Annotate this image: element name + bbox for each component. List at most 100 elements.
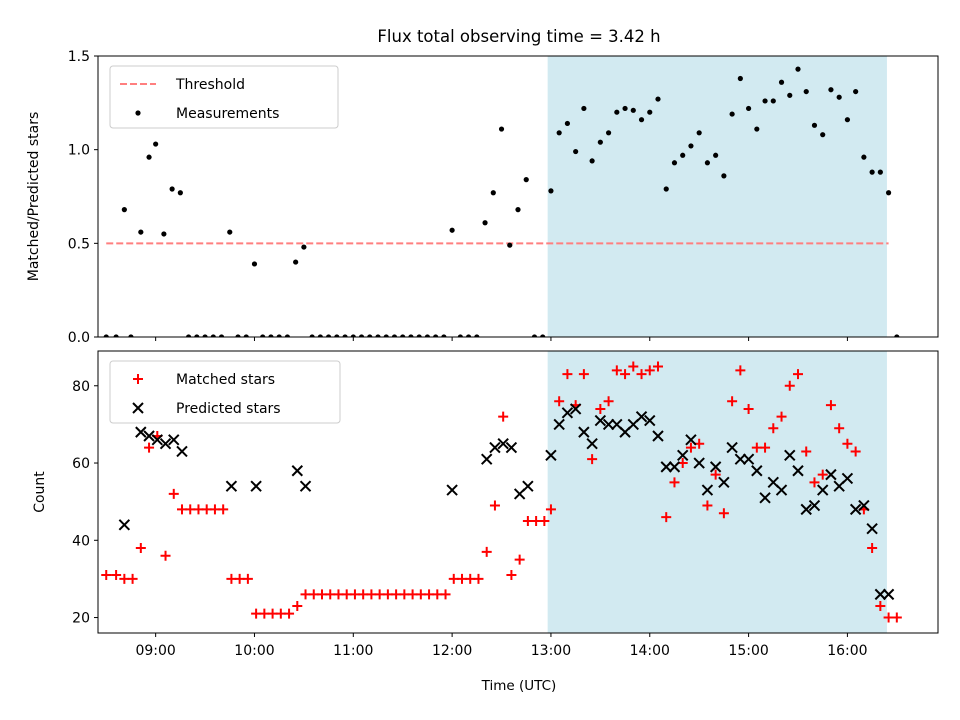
data-point [291, 465, 304, 477]
data-point [457, 334, 463, 337]
plot-area [103, 66, 900, 337]
data-point [218, 334, 225, 337]
data-point [721, 173, 727, 179]
data-point [135, 426, 147, 438]
data-point [367, 334, 373, 337]
data-point [638, 117, 645, 123]
data-point [121, 207, 127, 213]
data-point [581, 105, 587, 112]
data-point [849, 503, 862, 516]
data-point [676, 449, 689, 462]
x-tick-label: 13:00 [531, 643, 571, 659]
data-point [597, 139, 603, 145]
data-point [622, 105, 628, 112]
data-point [702, 500, 713, 511]
data-point [151, 434, 164, 446]
data-point [146, 154, 152, 160]
data-point [661, 512, 672, 523]
data-point [668, 461, 681, 473]
data-point [506, 570, 517, 581]
data-point [242, 573, 253, 584]
data-point [635, 410, 648, 423]
data-point [276, 334, 282, 337]
data-point [185, 334, 192, 337]
data-point [891, 612, 902, 623]
data-point [446, 484, 458, 496]
plot-area [101, 361, 902, 623]
data-point [628, 361, 639, 372]
data-point [480, 453, 493, 465]
data-point [594, 414, 607, 427]
data-point [885, 190, 892, 196]
data-point [729, 111, 735, 117]
x-tick-label: 10:00 [234, 643, 274, 659]
data-point [292, 600, 303, 611]
y-tick-label: 60 [72, 456, 90, 472]
data-point [531, 334, 538, 337]
data-point [718, 508, 729, 519]
data-point [127, 573, 138, 584]
data-point [441, 334, 447, 337]
data-point [489, 441, 501, 454]
legend-label: Threshold [175, 77, 245, 93]
data-point [375, 334, 381, 337]
data-point [793, 369, 803, 380]
data-point [358, 334, 365, 337]
y-tick-label: 0.5 [68, 236, 90, 252]
data-point [482, 220, 488, 226]
data-point [874, 588, 887, 601]
data-point [449, 227, 455, 233]
y-axis-label: Matched/Predicted stars [26, 112, 42, 282]
data-point [440, 589, 451, 600]
data-point [218, 504, 229, 515]
data-point [759, 492, 771, 504]
data-point [489, 500, 500, 511]
data-point [816, 484, 829, 496]
data-point [825, 468, 837, 481]
data-point [160, 550, 171, 561]
data-point [800, 503, 812, 516]
ratio-panel: 0.0 0.5 1.0 1.5 Matched/Predicted stars Thres… [26, 49, 939, 346]
data-point [350, 334, 356, 337]
data-point [250, 480, 262, 492]
y-tick-label: 40 [72, 533, 90, 549]
x-tick-label: 11:00 [333, 643, 373, 659]
data-point [842, 438, 853, 449]
legend-label: Measurements [176, 106, 279, 122]
data-point [202, 334, 208, 337]
data-point [578, 369, 589, 380]
data-point [143, 430, 155, 442]
series-matched-stars [101, 361, 902, 623]
legend-box [109, 65, 339, 129]
data-point [498, 411, 509, 422]
data-point [111, 570, 122, 581]
data-point [834, 423, 845, 434]
legend: Threshold Measurements [109, 65, 339, 129]
data-point [118, 519, 131, 531]
data-point [663, 186, 669, 192]
data-point [587, 454, 598, 465]
data-point [696, 130, 702, 136]
data-point [808, 499, 821, 512]
data-point [408, 334, 414, 337]
data-point [138, 229, 144, 235]
data-point [161, 231, 167, 237]
data-point [828, 87, 834, 93]
data-point [688, 143, 694, 149]
data-point [867, 543, 878, 554]
y-tick-label: 20 [72, 611, 90, 627]
data-point [861, 154, 867, 160]
data-point [620, 369, 631, 380]
data-point [669, 477, 680, 488]
data-point [293, 259, 299, 265]
data-point [850, 446, 861, 457]
data-point [877, 169, 883, 175]
series-predicted-stars [118, 403, 895, 601]
data-point [235, 334, 241, 337]
data-point [602, 418, 615, 431]
data-point [762, 98, 768, 104]
data-point [325, 334, 332, 337]
data-point [693, 457, 705, 469]
legend-label: Predicted stars [176, 401, 281, 417]
data-point [299, 480, 312, 492]
